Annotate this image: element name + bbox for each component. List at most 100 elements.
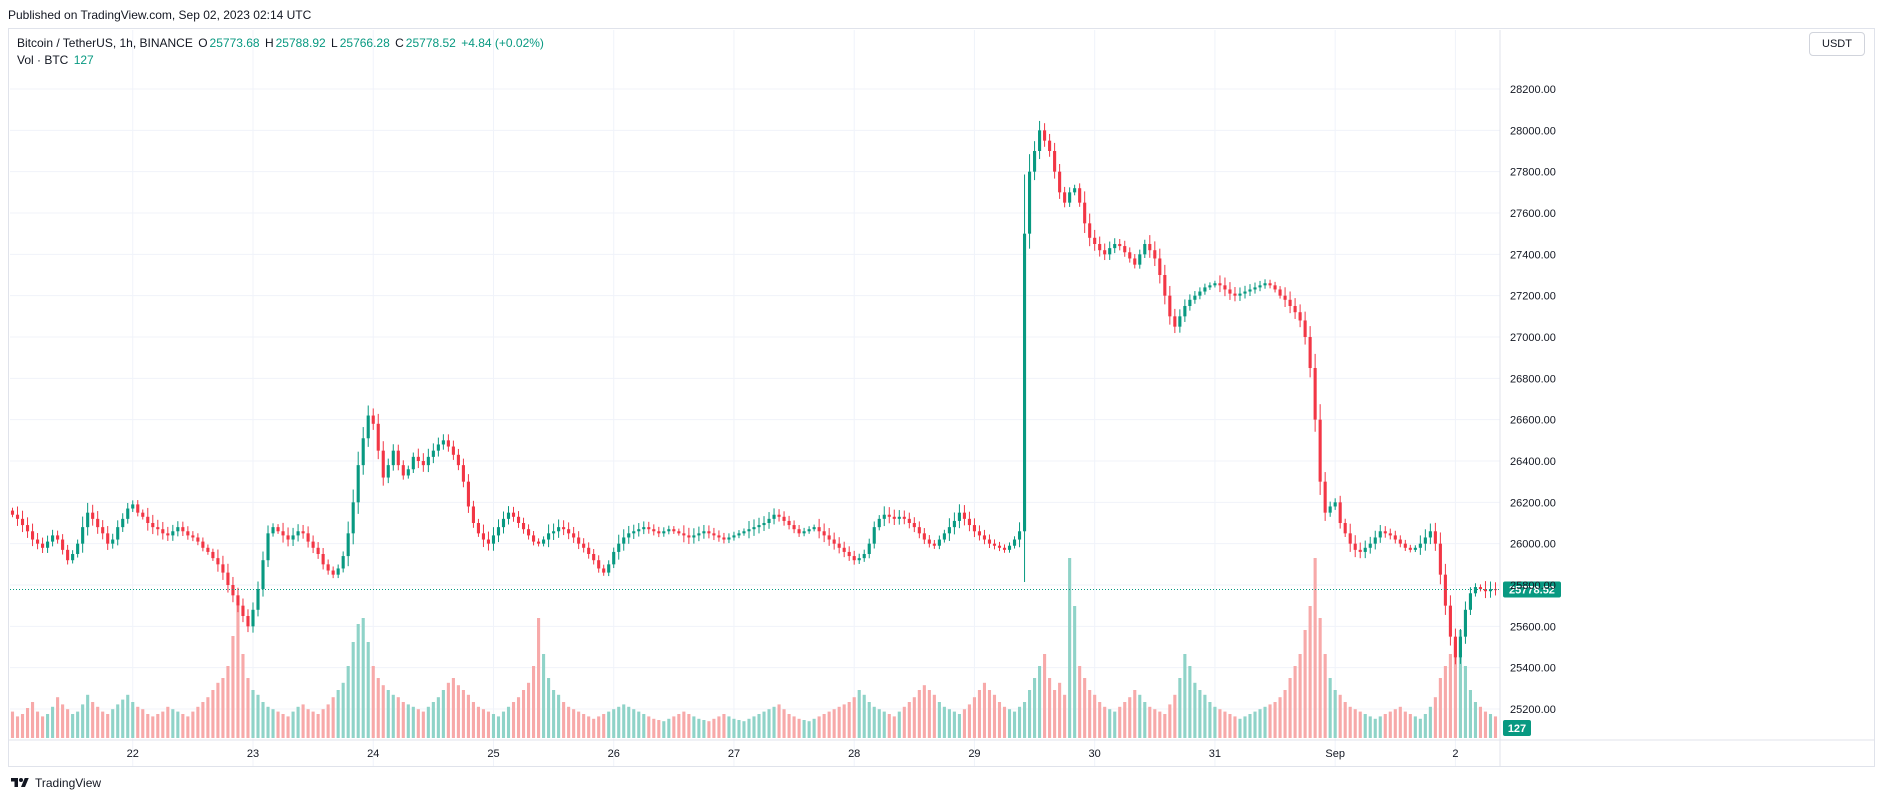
volume-bar [692, 716, 696, 738]
candle-body [592, 554, 596, 561]
y-tick-label: 26600.00 [1510, 415, 1556, 427]
candle-body [857, 558, 861, 561]
volume-bar [51, 706, 55, 738]
footer-brand[interactable]: TradingView [10, 776, 101, 790]
volume-bar [516, 697, 521, 738]
candle-body [1053, 151, 1057, 172]
candle-body [281, 531, 285, 536]
last-price-label: 25778.52 [1509, 584, 1555, 596]
volume-bar [371, 666, 375, 738]
volume-bar [857, 690, 861, 738]
volume-bar [481, 709, 486, 738]
candle-body [632, 531, 636, 534]
high-value: 25788.92 [275, 36, 326, 50]
volume-bar [1058, 682, 1062, 738]
volume-bar [416, 709, 420, 738]
candle-body [236, 595, 240, 606]
candle-body [526, 529, 531, 536]
volume-bar [1098, 702, 1102, 738]
candle-body [216, 558, 220, 565]
volume-bar [702, 720, 706, 738]
volume-bar [476, 706, 480, 738]
candle-body [987, 539, 992, 544]
volume-bar [967, 704, 971, 738]
volume-bar [582, 714, 586, 738]
price-axis[interactable]: 28200.00 28000.00 27800.00 27600.00 27400.00… [1499, 30, 1556, 766]
volume-bar [331, 697, 335, 738]
candle-body [627, 533, 631, 538]
candle-body [246, 616, 250, 627]
volume-bar [1423, 714, 1427, 738]
candle-body [1388, 533, 1392, 536]
currency-button[interactable]: USDT [1809, 32, 1865, 56]
candle-body [1463, 609, 1467, 637]
candle-body [997, 545, 1002, 548]
volume-bar [862, 694, 866, 738]
candle-body [521, 523, 526, 530]
volume-bar [1473, 702, 1478, 738]
volume-bar [1418, 718, 1422, 738]
candle-body [391, 450, 395, 466]
y-tick-label: 28200.00 [1510, 84, 1556, 96]
candle-body [882, 514, 886, 519]
volume-bar [316, 714, 320, 738]
volume-bar [25, 708, 30, 738]
candle-body [366, 415, 370, 439]
candle-body [1028, 171, 1032, 234]
volume-bar [1143, 702, 1147, 738]
candle-body [827, 535, 831, 540]
volume-bar [1368, 716, 1372, 738]
volume-bar [176, 711, 180, 738]
candle-body [617, 543, 621, 552]
candle-body [1153, 250, 1157, 259]
candle-body [812, 527, 816, 530]
candle-body [1338, 502, 1342, 523]
candle-body [1488, 589, 1493, 592]
volume-bar [1108, 709, 1112, 738]
candle-body [597, 560, 601, 569]
volume-bar [632, 709, 636, 738]
candle-body [15, 514, 20, 519]
candle-body [1353, 543, 1357, 550]
volume-bar [121, 699, 125, 738]
candle-body [1088, 223, 1092, 238]
volume-bar [336, 690, 340, 738]
candle-body [1448, 605, 1452, 637]
candle-body [1012, 539, 1017, 546]
candle-body [411, 456, 415, 470]
volume-bar [211, 690, 215, 738]
candle-body [206, 547, 210, 552]
volume-bar [181, 714, 185, 738]
candle-body [1123, 246, 1127, 253]
candle-body [506, 512, 511, 519]
time-axis[interactable]: 22 23 24 25 26 27 28 29 30 31 Sep 2 [9, 739, 1874, 760]
candle-body [301, 531, 305, 534]
volume-bar [231, 636, 235, 738]
candle-body [677, 531, 681, 534]
candle-body [822, 531, 826, 536]
volume-bar [376, 678, 380, 738]
volume-bar [1153, 709, 1157, 738]
candle-body [542, 539, 546, 544]
volume-bar [987, 690, 992, 738]
candle-body [1343, 523, 1347, 534]
volume-bar [612, 709, 616, 738]
candle-body [1073, 188, 1077, 193]
low-label: L [331, 36, 338, 50]
volume-bar [622, 704, 626, 738]
candlestick-chart[interactable]: 25778.52 127 28200.00 28000.00 27800.00 2760… [0, 0, 1883, 770]
candle-body [111, 539, 115, 544]
candle-body [321, 554, 325, 565]
volume-bar [1078, 666, 1082, 738]
candle-body [1093, 237, 1097, 244]
chart-frame[interactable] [8, 28, 1875, 767]
candle-body [456, 454, 460, 466]
candle-body [496, 527, 501, 536]
candle-body [867, 543, 871, 554]
volume-bar [436, 697, 440, 738]
volume-bar [166, 706, 170, 738]
candle-body [1473, 587, 1478, 594]
candle-body [957, 512, 961, 521]
volume-bar [1318, 618, 1322, 738]
candle-body [872, 527, 876, 544]
